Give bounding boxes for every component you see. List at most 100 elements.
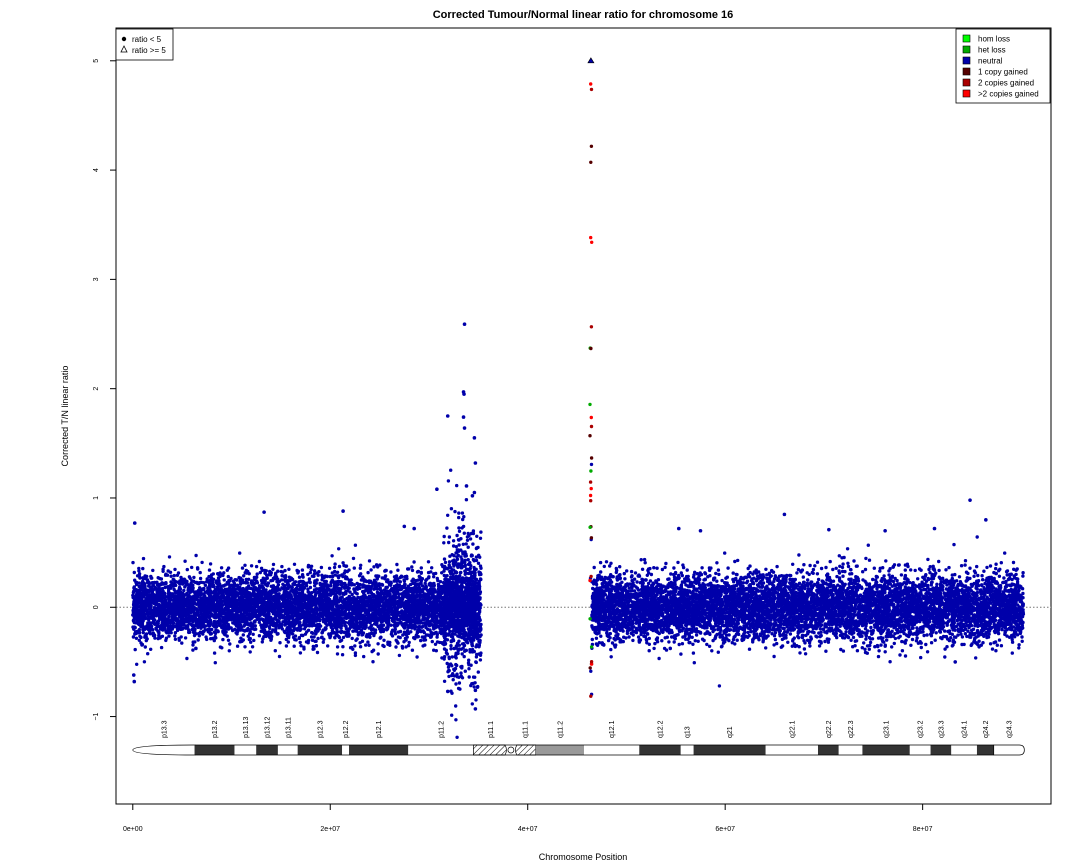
data-point: [207, 568, 212, 572]
data-point: [423, 638, 428, 642]
data-point: [367, 643, 371, 647]
data-point: [261, 637, 265, 641]
data-point: [337, 564, 342, 569]
data-point: [419, 595, 424, 599]
data-point: [263, 571, 267, 575]
data-point: [222, 578, 226, 582]
data-point: [358, 610, 362, 614]
data-point: [258, 570, 262, 575]
data-point: [173, 567, 177, 572]
data-point: [353, 644, 357, 648]
data-point: [260, 592, 264, 596]
data-point: [344, 564, 349, 568]
data-point: [398, 629, 403, 634]
data-point: [320, 573, 324, 577]
data-point: [434, 649, 438, 653]
data-points: [131, 57, 1026, 739]
data-point: [249, 581, 253, 585]
data-point: [405, 608, 410, 613]
data-point: [353, 543, 358, 547]
data-point: [287, 567, 291, 571]
data-point: [369, 568, 373, 572]
data-point: [285, 634, 290, 638]
data-point: [309, 567, 313, 572]
data-point: [410, 565, 414, 569]
data-point: [280, 574, 284, 578]
data-point: [339, 626, 343, 630]
data-point: [243, 645, 247, 649]
data-point: [321, 640, 325, 644]
data-point: [398, 580, 402, 584]
data-point: [395, 562, 399, 567]
data-point: [367, 559, 372, 563]
data-point: [397, 583, 402, 587]
data-point: [252, 638, 256, 643]
data-point: [227, 649, 231, 653]
data-point: [271, 567, 275, 571]
data-point: [146, 652, 150, 656]
data-point: [243, 563, 247, 567]
data-point: [310, 630, 314, 635]
data-point: [314, 639, 318, 643]
data-point: [355, 637, 359, 641]
data-point: [301, 574, 305, 579]
data-point: [412, 560, 416, 564]
data-point: [404, 645, 408, 649]
data-point: [329, 590, 333, 594]
data-point: [194, 646, 198, 650]
data-point: [196, 638, 200, 642]
data-point: [173, 589, 177, 593]
data-point: [173, 634, 177, 638]
data-point: [350, 636, 354, 641]
data-point: [246, 634, 250, 638]
data-point: [235, 644, 240, 648]
data-point: [426, 613, 431, 617]
data-point: [322, 637, 326, 641]
data-point: [389, 570, 393, 574]
data-point: [298, 640, 302, 645]
data-point: [304, 584, 309, 588]
data-point: [297, 575, 302, 579]
data-point: [218, 612, 222, 617]
data-point: [420, 584, 425, 588]
data-point: [347, 568, 351, 572]
data-point: [341, 600, 346, 604]
data-point: [330, 571, 334, 575]
data-point: [220, 619, 224, 623]
data-point: [321, 617, 325, 621]
data-point: [410, 568, 415, 573]
data-point: [147, 580, 151, 584]
data-point: [340, 653, 345, 657]
data-point: [352, 587, 356, 591]
data-point: [332, 597, 337, 601]
data-point: [438, 580, 443, 584]
data-point: [340, 612, 344, 617]
data-point: [443, 560, 448, 565]
data-point: [131, 560, 135, 565]
segment-points: [131, 543, 482, 666]
data-point: [255, 572, 259, 576]
data-point: [337, 547, 341, 551]
data-point: [292, 581, 296, 585]
data-point: [132, 570, 136, 575]
data-point: [199, 580, 204, 584]
data-point: [358, 645, 363, 649]
data-point: [376, 652, 380, 656]
data-point: [187, 593, 191, 597]
data-point: [306, 628, 311, 632]
chart-title: Corrected Tumour/Normal linear ratio for…: [433, 9, 734, 21]
data-point: [312, 589, 317, 594]
data-point: [275, 580, 279, 584]
plot-frame: [115, 27, 1052, 805]
data-point: [319, 598, 324, 602]
data-point: [280, 627, 284, 631]
data-point: [416, 569, 421, 574]
data-point: [327, 566, 332, 570]
data-point: [195, 566, 200, 570]
data-point: [298, 620, 302, 625]
data-point: [250, 645, 255, 649]
data-point: [370, 616, 375, 620]
data-point: [336, 624, 340, 629]
data-point: [218, 645, 223, 649]
